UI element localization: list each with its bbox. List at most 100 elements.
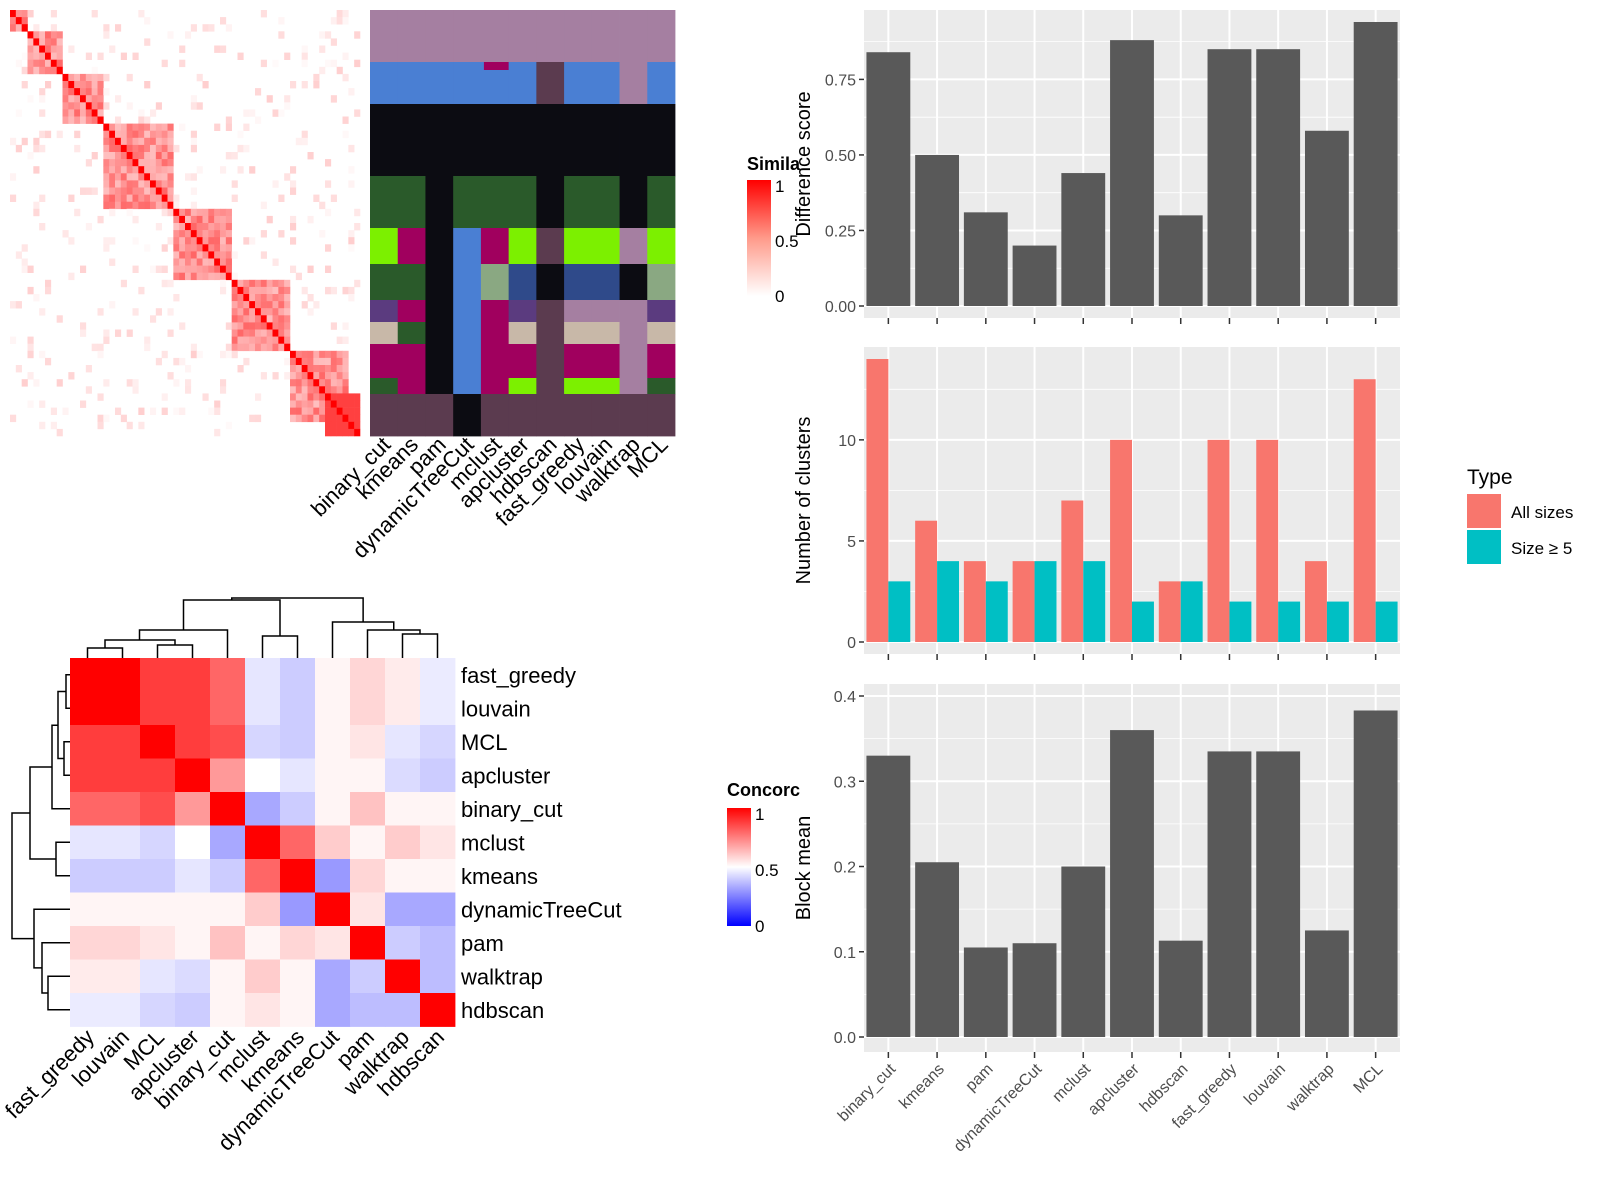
concordance-cell [280, 658, 316, 692]
similarity-cell [301, 400, 308, 408]
similarity-cell [144, 173, 151, 181]
similarity-cell [342, 414, 349, 423]
similarity-cell [74, 95, 81, 103]
concordance-cell [210, 691, 246, 726]
similarity-cell [214, 251, 221, 259]
similarity-cell [342, 322, 349, 330]
similarity-cell [185, 272, 192, 281]
membership-cell [536, 344, 565, 379]
membership-cell [480, 176, 510, 229]
similarity-cell [62, 102, 69, 110]
similarity-cell [313, 393, 320, 401]
similarity-cell [290, 237, 297, 245]
similarity-cell [260, 294, 267, 302]
similarity-cell [330, 428, 337, 437]
similarity-cell [278, 308, 285, 316]
concordance-cell [420, 691, 456, 726]
concordance-cell [350, 758, 386, 793]
similarity-cell [278, 315, 285, 323]
similarity-cell [80, 81, 87, 89]
similarity-cell [231, 272, 238, 281]
similarity-cell [284, 173, 291, 181]
concordance-cell [210, 825, 246, 860]
similarity-cell [173, 201, 180, 210]
similarity-cell [126, 137, 133, 146]
similarity-cell [33, 201, 40, 210]
similarity-cell [237, 279, 244, 288]
concordance-column-labels: fast_greedylouvainMCLapclusterbinary_cut… [0, 1024, 449, 1155]
similarity-cell [27, 400, 34, 408]
concordance-cell [420, 658, 456, 692]
similarity-cell [307, 357, 314, 366]
similarity-cell [284, 343, 291, 352]
bar-size-ge5-fast_greedy [1229, 601, 1252, 642]
membership-cell [591, 378, 620, 395]
similarity-cell [150, 180, 157, 188]
similarity-cell [290, 180, 297, 188]
concordance-cell [350, 993, 386, 1027]
concordance-cell [140, 859, 176, 893]
similarity-cell [220, 223, 227, 231]
similarity-cell [167, 194, 174, 202]
concordance-cell [420, 926, 456, 960]
similarity-cell [220, 286, 227, 295]
similarity-cell [132, 308, 139, 316]
concordance-tick-1: 1 [755, 805, 764, 824]
membership-cell [508, 322, 537, 345]
similarity-cell [202, 265, 209, 273]
similarity-cell [115, 95, 122, 103]
similarity-cell [138, 421, 145, 430]
concordance-cell [105, 993, 141, 1027]
similarity-cell [266, 294, 273, 302]
concordance-cell [140, 926, 176, 960]
similarity-cell [255, 308, 262, 316]
similarity-cell [167, 187, 174, 195]
similarity-cell [342, 116, 349, 124]
concordance-cell [210, 859, 246, 893]
dendrogram-branch [156, 644, 194, 658]
concordance-cell [315, 758, 351, 793]
similarity-cell [301, 81, 308, 89]
similarity-cell [348, 144, 355, 153]
similarity-cell [336, 400, 343, 408]
similarity-cell [301, 350, 308, 359]
similarity-cell [115, 166, 122, 174]
similarity-cell [325, 428, 332, 437]
membership-cell [425, 378, 454, 395]
membership-cell [425, 228, 454, 265]
similarity-cell [330, 365, 337, 373]
similarity-cell [173, 265, 180, 273]
similarity-cell [278, 109, 285, 117]
similarity-cell [167, 372, 174, 380]
similarity-cell [21, 17, 28, 25]
similarity-cell [354, 407, 361, 415]
similarity-cell [202, 272, 209, 281]
similarity-cell [132, 152, 139, 160]
similarity-cell [196, 272, 203, 281]
similarity-cell [173, 208, 180, 217]
similarity-cell [190, 343, 197, 352]
similarity-cell [249, 322, 256, 330]
similarity-cell [56, 379, 63, 387]
similarity-cell [260, 59, 267, 68]
similarity-cell [342, 130, 349, 139]
similarity-cell [80, 265, 87, 273]
similarity-cell [330, 379, 337, 387]
similarity-cell [272, 286, 279, 295]
similarity-cell [50, 38, 57, 46]
membership-cell [425, 176, 454, 229]
similarity-cell [150, 201, 157, 210]
bar-all-sizes-kmeans [915, 520, 938, 642]
concordance-cell [245, 892, 281, 927]
x-category-label-apcluster: apcluster [1085, 1060, 1143, 1118]
similarity-cell [208, 208, 215, 217]
membership-cell [536, 300, 565, 323]
membership-cell [536, 228, 565, 265]
similarity-cell [325, 400, 332, 408]
similarity-cell [68, 109, 75, 117]
similarity-cell [307, 414, 314, 423]
concordance-cell [140, 691, 176, 726]
similarity-cell [307, 350, 314, 359]
similarity-cell [115, 194, 122, 202]
concordance-cell [210, 758, 246, 793]
